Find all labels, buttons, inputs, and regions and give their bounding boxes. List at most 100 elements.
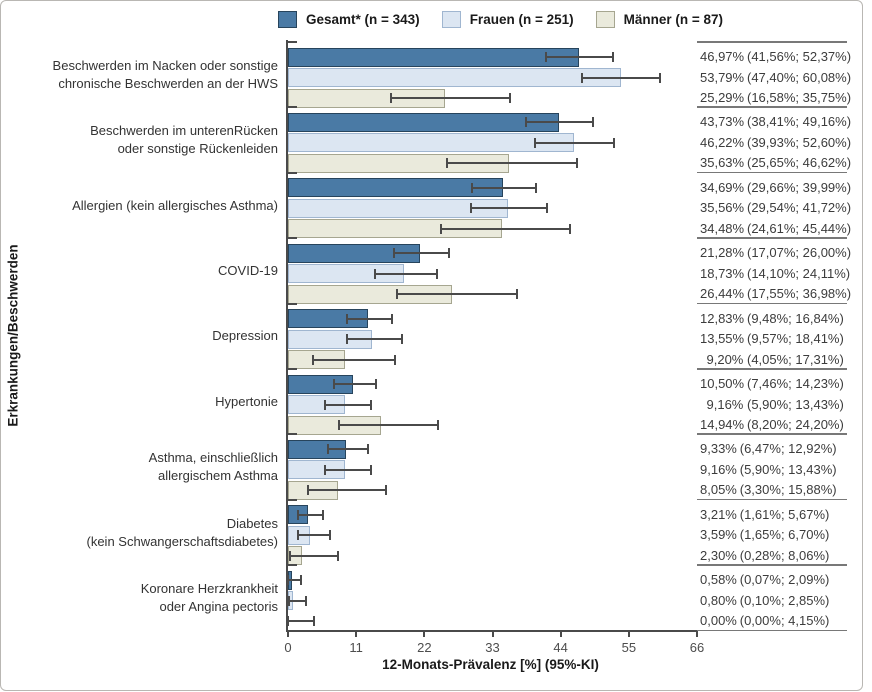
value-ci: (41,56%; 52,37%)	[743, 49, 852, 64]
error-bar-cap	[312, 354, 315, 365]
error-bar-cap	[436, 420, 439, 430]
error-bar	[288, 620, 314, 623]
y-axis-group-tick	[288, 368, 297, 370]
error-bar-cap	[545, 203, 548, 214]
legend-label-gesamt: Gesamt* (n = 343)	[306, 11, 420, 27]
legend-swatch-maenner	[595, 10, 615, 28]
x-axis-tick	[559, 630, 562, 637]
error-bar-cap	[346, 334, 349, 345]
value-main: 9,16%	[706, 396, 744, 412]
value-ci: (0,07%; 2,09%)	[736, 572, 830, 588]
value-ci: (29,66%; 39,99%)	[743, 179, 852, 195]
bar-frauen	[288, 133, 575, 153]
value-panel-separator	[697, 564, 847, 566]
value-label-row: 35,56% (29,54%; 41,72%)	[700, 198, 851, 218]
error-bar-cap	[336, 550, 339, 561]
value-ci: (24,61%; 45,44%)	[743, 220, 852, 236]
value-panel-separator	[697, 433, 847, 435]
x-axis-tick-label: 0	[284, 640, 292, 655]
value-main: 0,58%	[700, 572, 737, 588]
chart-legend: Gesamt* (n = 343) Frauen (n = 251) Männe…	[278, 6, 723, 32]
value-ci: (17,07%; 26,00%)	[743, 245, 852, 261]
value-label-row: 43,73% (38,41%; 49,16%)	[700, 112, 851, 132]
value-label-row: 9,16% (5,90%; 13,43%)	[700, 460, 837, 480]
x-axis-tick	[627, 630, 630, 637]
error-bar	[545, 56, 613, 58]
x-axis-tick-label: 44	[553, 640, 568, 655]
value-ci: (8,20%; 24,20%)	[743, 417, 844, 432]
error-bar	[324, 403, 372, 406]
error-bar-cap	[297, 530, 300, 541]
error-bar-cap	[395, 289, 398, 300]
error-bar-cap	[370, 464, 373, 475]
value-label-row: 12,83% (9,48%; 16,84%)	[700, 309, 844, 329]
error-bar	[288, 579, 301, 582]
x-axis-title: 12-Monats-Prävalenz [%] (95%-KI)	[382, 657, 599, 672]
value-main: 46,97%	[700, 49, 745, 64]
value-label-row: 0,00% (0,00%; 4,15%)	[700, 611, 829, 631]
value-label-row: 34,48% (24,61%; 45,44%)	[700, 219, 851, 239]
error-bar	[471, 207, 547, 210]
error-bar-cap	[470, 203, 473, 214]
value-ci: (47,40%; 60,08%)	[743, 69, 852, 85]
value-main: 9,33%	[700, 441, 737, 457]
category-label: Allergien (kein allergisches Asthma)	[72, 197, 278, 213]
x-axis-tick-label: 22	[417, 640, 432, 655]
category-label: Diabetes (kein Schwangerschaftsdiabetes)	[86, 515, 279, 549]
value-main: 53,79%	[700, 69, 745, 85]
y-axis-group-tick	[288, 106, 297, 109]
y-axis-group-tick	[288, 302, 297, 305]
error-bar-cap	[323, 399, 326, 410]
value-label-row: 13,55% (9,57%; 18,41%)	[700, 329, 844, 349]
value-ci: (0,00%; 4,15%)	[736, 613, 830, 629]
error-bar-cap	[448, 248, 451, 259]
x-axis-tick-label: 55	[621, 640, 637, 655]
value-label-row: 9,16% (5,90%; 13,43%)	[700, 395, 844, 415]
value-label-row: 9,20% (4,05%; 17,31%)	[700, 350, 844, 370]
error-bar-cap	[327, 444, 330, 455]
value-main: 10,50%	[700, 376, 745, 391]
value-label-row: 18,73% (14,10%; 24,11%)	[700, 264, 850, 284]
category-label: COVID-19	[218, 262, 278, 278]
value-ci: (6,47%; 12,92%)	[736, 441, 837, 457]
value-ci: (25,65%; 46,62%)	[743, 155, 852, 171]
x-axis-tick	[696, 630, 698, 637]
error-bar	[346, 317, 393, 320]
value-ci: (7,46%; 14,23%)	[743, 376, 844, 391]
error-bar	[338, 424, 438, 426]
error-bar-cap	[611, 52, 614, 62]
y-axis-group-tick	[288, 498, 297, 501]
value-ci: (0,10%; 2,85%)	[736, 592, 830, 608]
error-bar-cap	[287, 616, 289, 627]
error-bar-cap	[470, 182, 473, 193]
error-bar-cap	[374, 268, 377, 279]
legend-swatch-frauen	[441, 10, 461, 28]
error-bar-cap	[659, 72, 662, 83]
error-bar-cap	[394, 354, 397, 365]
error-bar-cap	[534, 182, 537, 193]
x-axis-tick-label: 33	[485, 640, 500, 655]
value-main: 25,29%	[700, 90, 745, 105]
value-main: 3,21%	[700, 506, 737, 522]
value-main: 14,94%	[700, 417, 745, 432]
error-bar	[334, 383, 377, 385]
value-ci: (29,54%; 41,72%)	[743, 200, 852, 216]
error-bar	[390, 97, 510, 99]
bar-gesamt	[288, 112, 559, 132]
value-panel-separator	[697, 106, 847, 108]
category-label: Asthma, einschließlich allergischem Asthm…	[148, 450, 278, 484]
value-label-row: 3,21% (1,61%; 5,67%)	[700, 505, 829, 525]
error-bar-cap	[333, 379, 336, 389]
value-label-row: 25,29% (16,58%; 35,75%)	[700, 88, 851, 108]
value-ci: (9,57%; 18,41%)	[743, 331, 844, 347]
value-main: 35,56%	[700, 200, 745, 216]
value-main: 9,16%	[700, 461, 737, 477]
error-bar-cap	[304, 595, 307, 606]
value-label-row: 0,58% (0,07%; 2,09%)	[700, 570, 829, 590]
value-label-row: 2,30% (0,28%; 8,06%)	[700, 546, 829, 566]
value-main: 26,44%	[700, 286, 745, 302]
legend-item-frauen: Frauen (n = 251)	[441, 10, 574, 28]
y-axis-group-tick	[288, 629, 297, 632]
value-main: 13,55%	[700, 331, 745, 347]
error-bar	[393, 252, 450, 255]
